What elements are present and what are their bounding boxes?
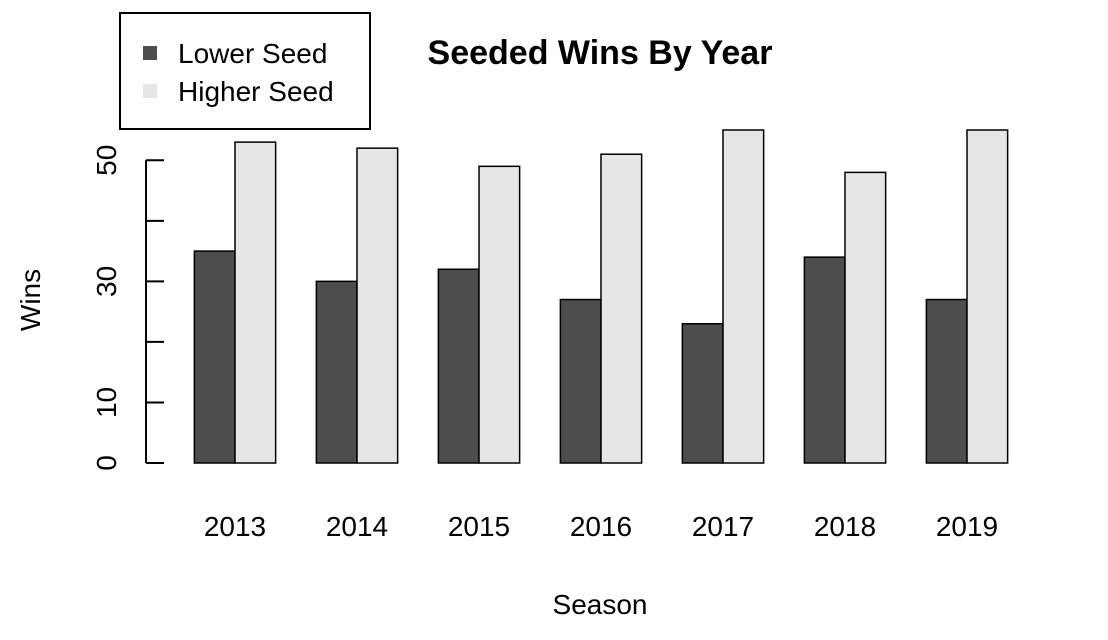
- x-tick-label: 2016: [570, 511, 632, 542]
- x-tick-label: 2013: [204, 511, 266, 542]
- x-tick-labels: 2013 2014 2015 2016 2017 2018 2019: [204, 511, 998, 542]
- legend-swatch-higher-seed: [143, 84, 157, 98]
- y-tick-label: 10: [91, 387, 122, 418]
- x-tick-label: 2017: [692, 511, 754, 542]
- bar-higher-seed-2013: [234, 141, 277, 464]
- x-tick-label: 2019: [936, 511, 998, 542]
- bars-group: [193, 129, 1009, 464]
- chart-title: Seeded Wins By Year: [428, 34, 773, 72]
- legend: Lower Seed Higher Seed: [119, 12, 371, 130]
- bar-lower-seed-2016: [559, 298, 602, 464]
- bar-lower-seed-2014: [315, 280, 358, 464]
- bar-lower-seed-2019: [925, 298, 968, 464]
- bar-higher-seed-2018: [844, 171, 887, 464]
- bar-higher-seed-2014: [356, 147, 399, 464]
- bar-lower-seed-2013: [193, 250, 236, 464]
- bar-higher-seed-2017: [722, 129, 765, 464]
- bar-lower-seed-2015: [437, 268, 480, 464]
- x-axis-label: Season: [553, 589, 648, 620]
- x-tick-label: 2015: [448, 511, 510, 542]
- bar-higher-seed-2015: [478, 165, 521, 464]
- y-tick-label: 50: [91, 145, 122, 176]
- bar-higher-seed-2019: [966, 129, 1009, 464]
- legend-swatch-lower-seed: [143, 46, 157, 60]
- x-tick-label: 2014: [326, 511, 388, 542]
- y-axis: 0 10 30 50: [91, 145, 164, 471]
- legend-box: [119, 12, 371, 130]
- bar-lower-seed-2018: [803, 256, 846, 464]
- bar-lower-seed-2017: [681, 322, 724, 464]
- y-tick-label: 30: [91, 266, 122, 297]
- legend-label: Lower Seed: [178, 38, 327, 69]
- y-axis-label: Wins: [15, 269, 46, 331]
- y-tick-label: 0: [91, 455, 122, 471]
- bar-higher-seed-2016: [600, 153, 643, 464]
- x-tick-label: 2018: [814, 511, 876, 542]
- legend-label: Higher Seed: [178, 76, 334, 107]
